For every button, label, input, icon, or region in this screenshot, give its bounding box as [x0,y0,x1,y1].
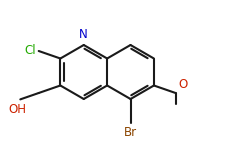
Text: Cl: Cl [24,45,36,57]
Text: Br: Br [124,126,137,140]
Text: O: O [178,78,187,91]
Text: OH: OH [9,103,27,116]
Text: N: N [80,28,88,41]
